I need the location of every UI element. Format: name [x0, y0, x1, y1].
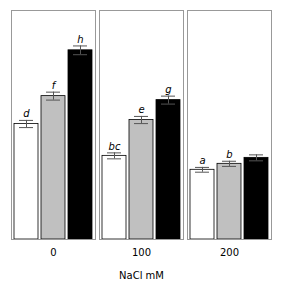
svg-text:d: d	[23, 108, 30, 119]
svg-text:a: a	[199, 155, 205, 166]
svg-text:b: b	[226, 149, 232, 160]
svg-text:0: 0	[50, 247, 56, 258]
svg-text:100: 100	[132, 247, 151, 258]
svg-text:e: e	[138, 104, 144, 115]
svg-text:f: f	[52, 80, 57, 91]
svg-text:g: g	[165, 84, 171, 95]
svg-text:200: 200	[220, 247, 239, 258]
svg-text:h: h	[77, 34, 83, 45]
svg-text:NaCl mM: NaCl mM	[119, 270, 164, 281]
svg-text:bc: bc	[109, 141, 121, 152]
